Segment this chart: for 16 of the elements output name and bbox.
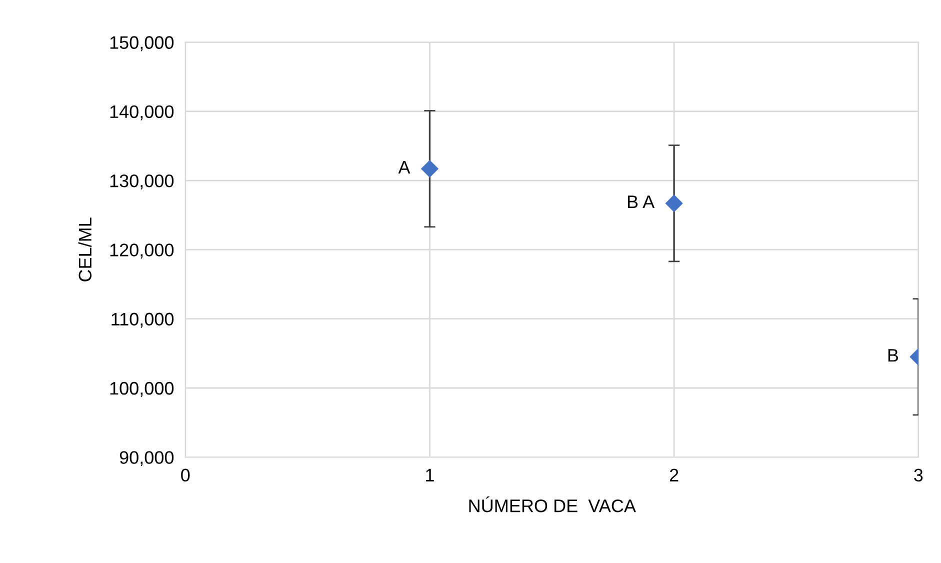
y-tick-label: 110,000 — [112, 312, 174, 328]
annotation: A — [398, 161, 410, 174]
y-tick-label: 130,000 — [110, 174, 174, 190]
y-tick-label: 100,000 — [110, 382, 174, 397]
annotation: B — [888, 349, 898, 362]
y-tick-label: 140,000 — [110, 105, 174, 120]
x-tick-label: 0 — [181, 468, 190, 482]
y-tick-label: 90,000 — [120, 451, 174, 466]
annotation: B A — [628, 196, 655, 208]
x-tick-label: 2 — [670, 468, 678, 482]
y-tick-label: 150,000 — [110, 36, 174, 52]
x-tick-label: 1 — [426, 468, 434, 482]
x-tick-label: 3 — [914, 468, 923, 482]
y-axis-title: CEL/ML — [78, 218, 92, 282]
y-tick-label: 120,000 — [110, 244, 174, 259]
x-axis-title: NÚMERO DE VACA — [469, 496, 636, 512]
